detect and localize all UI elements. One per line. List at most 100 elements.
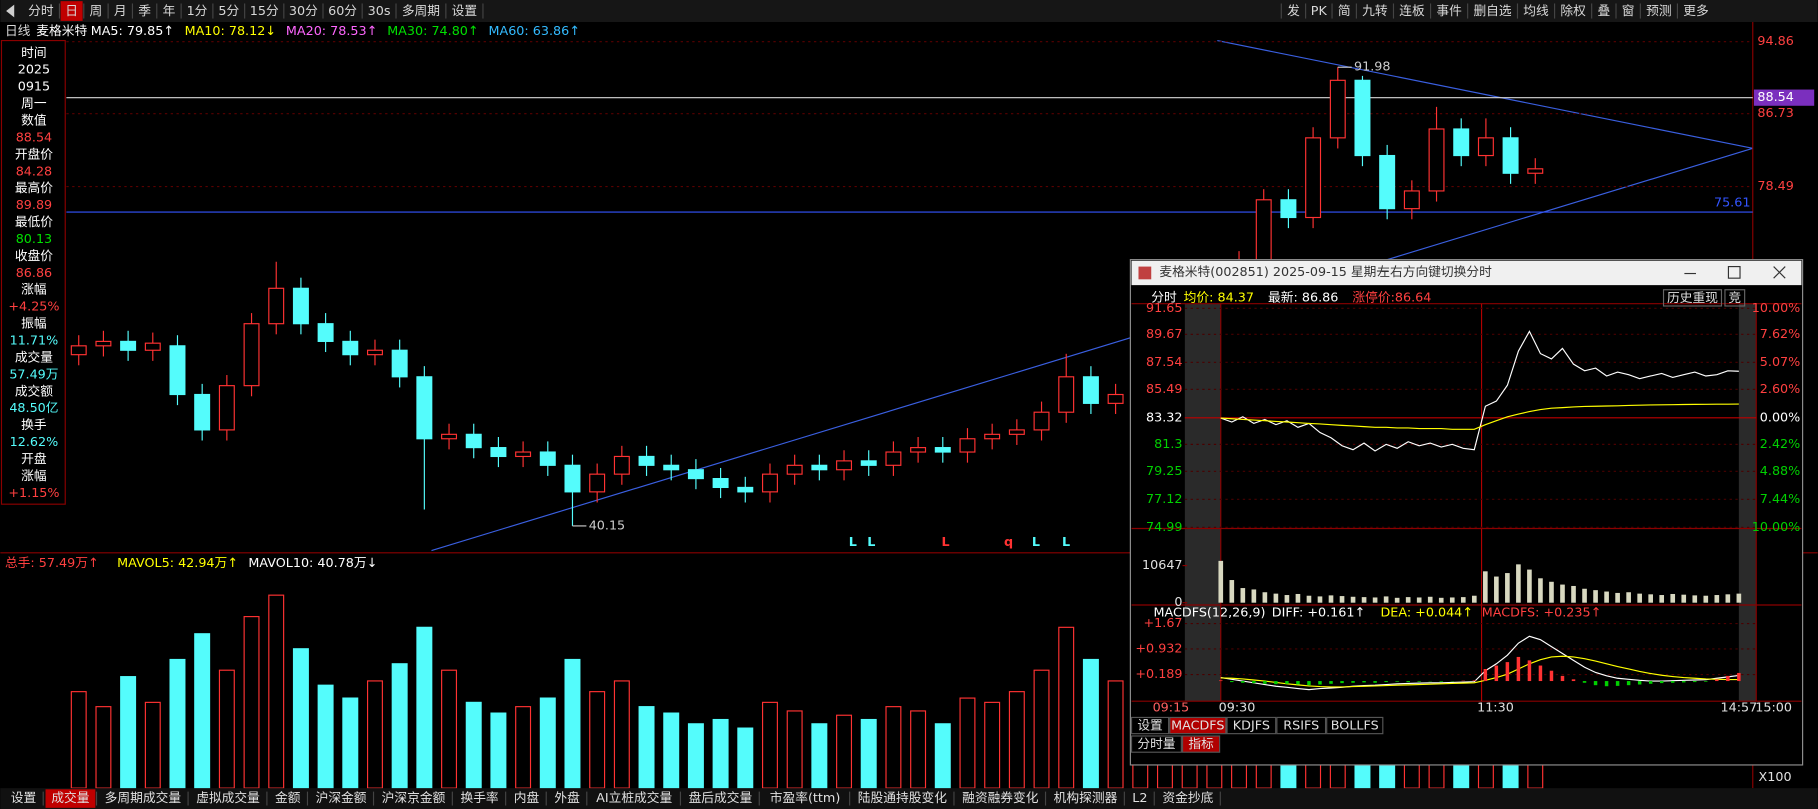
toolbar-button[interactable]: 60分 [328, 4, 357, 19]
toolbar-button[interactable]: 周 [90, 4, 103, 19]
popup-button[interactable]: 历史重现 [1667, 290, 1718, 306]
back-icon[interactable] [6, 4, 15, 18]
info-item: 换手 [21, 418, 47, 433]
y2-tick-label: 7.62% [1760, 327, 1800, 342]
tab-frame [1226, 716, 1277, 735]
popup-tab[interactable]: MACDFS [1171, 719, 1224, 734]
volume-bar [910, 710, 927, 789]
toolbar-button[interactable]: 年 [163, 4, 176, 19]
bottom-tab[interactable]: 金额 [275, 790, 301, 806]
popup-button-frame [1662, 289, 1723, 307]
y-tick-label: 77.12 [1146, 492, 1182, 507]
popup-window [1129, 259, 1804, 766]
volume-bar [490, 712, 507, 789]
toolbar-button[interactable]: PK [1311, 4, 1328, 19]
info-item: 时间 [21, 46, 46, 61]
info-item: 88.54 [16, 130, 52, 145]
bottom-tab[interactable]: AI立桩成交量 [596, 790, 672, 806]
popup-tab[interactable]: 分时量 [1137, 737, 1175, 752]
candle-body [490, 447, 507, 458]
volume-bar [1438, 597, 1444, 603]
maximize-button[interactable] [1727, 265, 1741, 279]
volume-bar [712, 718, 729, 789]
bottom-tab[interactable]: 设置 [11, 791, 37, 806]
candle-body [1329, 79, 1346, 139]
toolbar-button[interactable]: 连板 [1399, 3, 1425, 19]
candle-body [120, 340, 137, 351]
macd-line [1220, 655, 1739, 688]
toolbar-button[interactable]: 均线 [1523, 4, 1549, 19]
volume-bar [1725, 594, 1731, 603]
toolbar-button[interactable]: 除权 [1560, 3, 1586, 19]
volume-bar [761, 701, 778, 789]
bottom-tab[interactable]: 虚拟成交量 [196, 790, 260, 806]
popup-tab[interactable]: KDJFS [1233, 719, 1270, 734]
bottom-tab[interactable]: 资金抄底 [1162, 790, 1213, 806]
tab-active [1169, 716, 1227, 735]
candle-body [613, 455, 630, 475]
bottom-tab[interactable]: 外盘 [554, 790, 580, 806]
info-item: 涨幅 [21, 469, 47, 484]
toolbar-button[interactable]: 删自选 [1473, 4, 1511, 19]
bottom-tab[interactable]: 成交量 [51, 790, 89, 806]
toolbar-button[interactable]: 季 [138, 4, 151, 19]
toolbar-button[interactable]: 30分 [289, 4, 318, 19]
bottom-tab[interactable]: 陆股通持股变化 [858, 790, 947, 806]
corner-label: X100 [1759, 770, 1792, 785]
toolbar-button[interactable]: 多周期 [402, 4, 440, 19]
signal-marker: L [1032, 535, 1040, 550]
candle-body [144, 342, 161, 351]
toolbar-button[interactable]: 15分 [250, 4, 279, 19]
toolbar-button[interactable]: 月 [114, 4, 127, 19]
volume-bar [836, 714, 853, 789]
bottom-tab[interactable]: 盘后成交量 [689, 790, 753, 806]
info-item: 数值 [21, 113, 47, 129]
toolbar-button[interactable]: 叠 [1597, 4, 1610, 19]
popup-tab[interactable]: RSIFS [1283, 719, 1319, 734]
toolbar-button[interactable]: 窗 [1622, 4, 1635, 19]
macd-line [1220, 635, 1739, 691]
bottom-tab[interactable]: 内盘 [514, 790, 540, 806]
toolbar-button[interactable]: 分时 [28, 4, 54, 19]
legend-entry: DIFF: +0.161↑ [1272, 606, 1365, 621]
toolbar-button[interactable]: 发 [1287, 3, 1300, 19]
reference-label: 75.61 [1714, 195, 1750, 210]
bottom-tab[interactable]: 沪深京金额 [382, 790, 446, 806]
y2-tick-label: 10.00% [1752, 301, 1801, 316]
bottom-tab[interactable]: 多周期成交量 [105, 790, 182, 806]
y2-tick-label: 2.42% [1760, 437, 1800, 452]
toolbar-button[interactable]: 30s [368, 4, 391, 19]
popup-button[interactable]: 竞 [1728, 290, 1741, 306]
signal-marker: L [941, 535, 949, 550]
volume-bar [613, 680, 630, 789]
bottom-tab[interactable]: 沪深金额 [316, 790, 367, 806]
ma-legend: MA10: 78.12↓ [185, 24, 276, 39]
toolbar-button[interactable]: 1分 [187, 4, 208, 19]
toolbar-button[interactable]: 预测 [1646, 4, 1671, 19]
toolbar-button[interactable]: 日 [65, 4, 78, 19]
volume-bar [1033, 669, 1050, 789]
bottom-bar [0, 788, 1818, 809]
volume-bar [268, 594, 285, 789]
bottom-tab[interactable]: 融资融券变化 [962, 790, 1039, 806]
bottom-tab[interactable]: 机构探测器 [1054, 791, 1118, 806]
volume-bar [786, 710, 803, 789]
close-button[interactable] [1773, 266, 1786, 279]
popup-tab[interactable]: 设置 [1137, 719, 1163, 734]
info-item: 89.89 [16, 198, 52, 213]
toolbar-button[interactable]: 事件 [1436, 4, 1462, 19]
popup-tab[interactable]: 指标 [1188, 737, 1214, 752]
popup-tab[interactable]: BOLLFS [1331, 719, 1379, 734]
toolbar-button[interactable]: 简 [1338, 4, 1351, 19]
bottom-tab[interactable]: L2 [1132, 791, 1147, 806]
toolbar-button[interactable]: 设置 [452, 4, 478, 19]
bottom-tab[interactable]: 换手率 [460, 790, 498, 806]
toolbar-button[interactable]: 更多 [1683, 4, 1709, 19]
volume-bar [1582, 588, 1587, 603]
bottom-tab[interactable]: 市盈率(ttm) [770, 790, 841, 806]
volume-bar [194, 633, 211, 789]
toolbar-button[interactable]: 九转 [1362, 4, 1388, 19]
volume-bar [95, 706, 112, 789]
toolbar-button[interactable]: 5分 [218, 4, 239, 19]
volume-bar [441, 669, 458, 789]
